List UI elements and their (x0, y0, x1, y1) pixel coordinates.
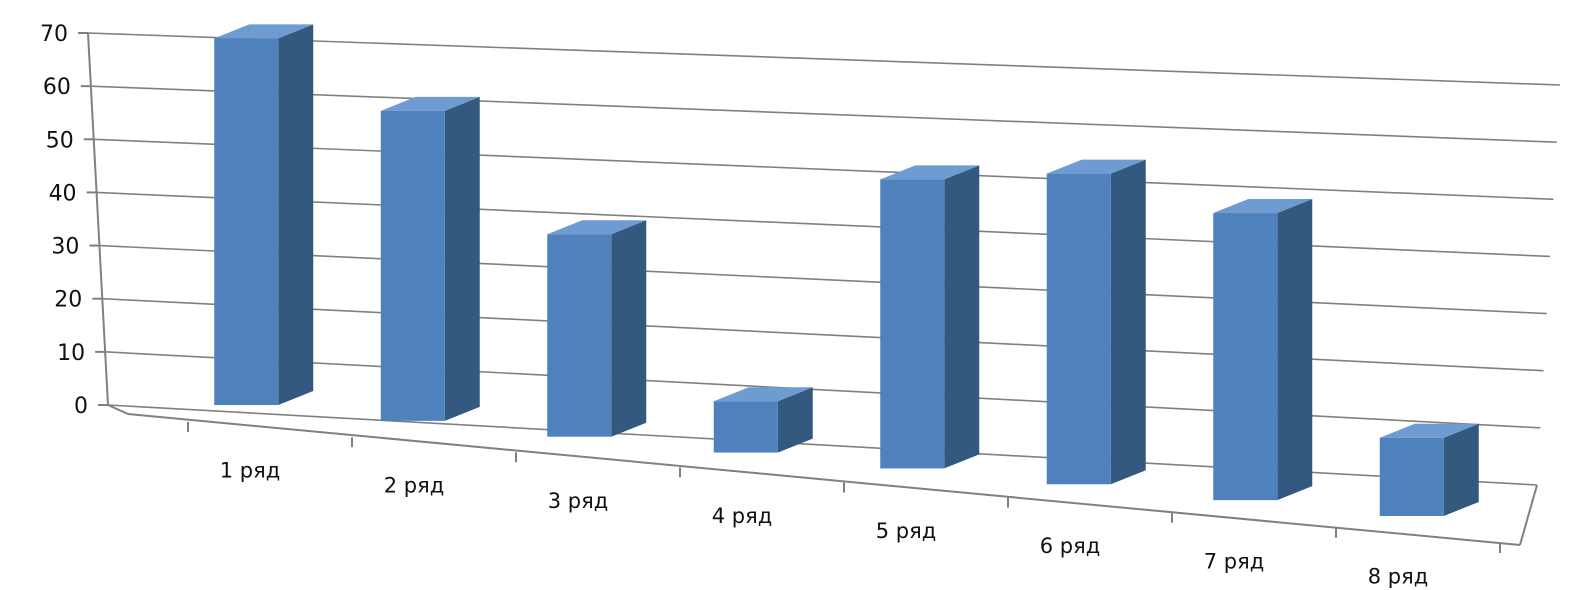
bar (1046, 159, 1146, 485)
y-tick-label: 50 (46, 128, 74, 153)
bar-top (713, 387, 813, 402)
y-tick-label: 30 (51, 235, 79, 260)
bar-top (1046, 159, 1146, 174)
gridline (96, 191, 1551, 258)
bar (380, 96, 480, 421)
bar-side (611, 220, 647, 437)
x-axis-categories: 1 ряд 2 ряд 3 ряд 4 ряд 5 ряд 6 ряд 7 ряд 8 ряд (187, 422, 1501, 588)
x-category-label: 3 ряд (548, 489, 609, 513)
bar-top (547, 220, 647, 235)
bar-side (777, 387, 813, 453)
bar-front (547, 234, 612, 437)
bar (713, 387, 813, 453)
bar-front (713, 401, 778, 453)
y-axis-ticks: 0 10 20 30 40 50 60 70 (40, 22, 88, 419)
x-category-label: 2 ряд (384, 474, 445, 498)
y-axis-line (87, 32, 109, 406)
gridline (90, 85, 1557, 143)
y-tick-label: 70 (40, 22, 68, 47)
bar (547, 220, 647, 437)
bar-front (1046, 173, 1111, 485)
bar-top (1213, 199, 1313, 214)
x-category-label: 5 ряд (876, 519, 937, 543)
bar-top (380, 96, 480, 111)
y-tick-label: 10 (57, 341, 85, 366)
x-category-label: 4 ряд (712, 504, 773, 528)
chart-walls (87, 32, 1538, 546)
y-tick-label: 0 (74, 394, 88, 419)
y-tick-label: 60 (43, 75, 71, 100)
bar-front (1379, 437, 1444, 516)
floor-right-edge (1519, 484, 1538, 546)
bar-side (444, 96, 480, 421)
gridline (87, 32, 1561, 86)
bar-top (880, 165, 980, 180)
bar-front (1213, 213, 1278, 501)
bar-side (1277, 199, 1313, 501)
y-tick-label: 40 (49, 181, 77, 206)
bar-front (380, 110, 445, 421)
bar-side (944, 165, 980, 469)
bar (1379, 423, 1479, 516)
bars (214, 24, 1479, 516)
bar (880, 165, 980, 469)
bar-side (1443, 423, 1479, 516)
bar-side (278, 24, 314, 406)
x-category-label: 1 ряд (220, 459, 281, 483)
bar-side (1110, 159, 1146, 485)
bar-top (214, 24, 314, 39)
x-axis-line (127, 413, 1521, 546)
gridline (93, 138, 1554, 201)
bar-front (214, 38, 279, 406)
x-category-label: 6 ряд (1040, 534, 1101, 558)
x-category-label: 8 ряд (1368, 564, 1429, 588)
gridline (102, 297, 1544, 372)
floor-left-edge (107, 404, 129, 415)
bar (214, 24, 314, 406)
bar (1213, 199, 1313, 501)
gridline (99, 244, 1547, 315)
x-category-label: 7 ряд (1204, 549, 1265, 573)
bar-top (1379, 423, 1479, 438)
bar-front (880, 179, 945, 469)
y-tick-label: 20 (54, 288, 82, 313)
